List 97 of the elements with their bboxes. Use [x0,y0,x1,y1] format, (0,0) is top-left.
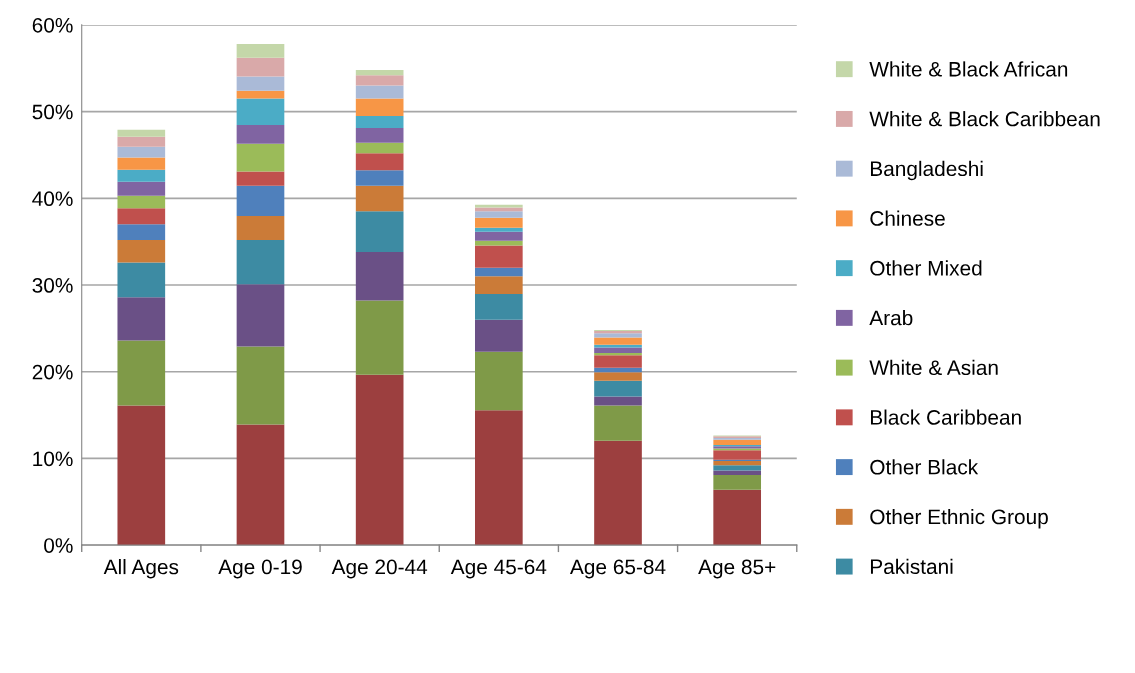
bar [355,374,404,546]
y-tick-label: 10% [33,451,73,467]
bar [475,319,523,352]
bar [236,284,285,347]
bar [355,211,404,253]
legend-label: Bangladeshi [870,160,983,181]
bar [475,217,523,228]
bar [594,396,642,406]
bar [355,115,404,129]
bar [355,75,404,86]
legend-label: Other Black [870,459,979,475]
bar [236,125,285,144]
bar [117,146,166,158]
x-tick-label: All Ages [103,559,179,579]
bar [117,262,166,298]
bar [475,207,523,212]
bar [117,129,166,137]
x-tick-label: Age 65-84 [569,559,666,579]
legend-label: Chinese [870,210,945,226]
legend-label: Other Mixed [870,260,982,276]
legend-label: Black Caribbean [870,409,1021,425]
bar [475,267,523,277]
y-tick-label: 40% [32,191,73,207]
bar [236,424,285,546]
bar [713,450,762,460]
legend-label: Pakistani [870,558,953,575]
bar [475,211,523,218]
bar [594,380,642,397]
bar [117,169,166,182]
bar [594,347,642,354]
x-tick-label: Age 85+ [698,559,776,579]
bar [594,367,642,373]
bar [594,333,642,338]
bar [475,240,523,246]
bar [236,90,285,99]
bar [355,185,404,212]
bar [236,216,285,240]
bar [236,76,285,91]
bar [117,239,166,263]
bar [117,195,166,209]
bar [355,69,404,76]
bar [117,297,166,341]
y-tick-label: 60% [32,17,73,33]
bar [355,85,404,99]
bar [713,489,762,546]
bar [117,405,166,546]
bar [713,474,762,490]
bar [475,245,523,268]
bar [355,252,404,301]
bar [117,136,166,147]
bar [236,171,285,186]
bar [355,170,404,186]
bar [475,227,523,232]
bar [475,276,523,295]
bar [117,340,166,406]
bar [594,355,642,368]
legend-label: White & Asian [869,359,998,376]
bar [594,353,642,356]
bar [713,439,762,445]
bar [236,43,285,58]
x-tick-label: Age 45-64 [450,559,547,579]
bar [594,405,642,441]
x-tick-label: Age 20-44 [331,559,428,579]
bar [117,157,166,170]
legend-label: White & Black African [869,61,1068,77]
bar [713,461,762,466]
bar [475,231,523,241]
bar [713,470,762,475]
bar [355,300,404,375]
bar [475,410,523,546]
x-tick-label: Age 0-19 [218,559,302,579]
bar [236,143,285,172]
bar [117,224,166,240]
bar [117,181,166,196]
bar [355,98,404,116]
bar [594,372,642,381]
legend-label: Other Ethnic Group [870,508,1048,529]
bar [355,128,404,143]
y-tick-label: 20% [32,364,73,380]
bar [355,153,404,171]
bar [475,351,523,411]
bar [355,142,404,154]
bar [236,185,285,217]
y-tick-label: 0% [44,538,73,553]
y-tick-label: 50% [32,104,73,120]
y-tick-label: 30% [32,278,73,293]
bar [594,337,642,345]
bar [236,98,285,126]
bar [236,346,285,425]
legend-label: Arab [869,310,913,326]
bar [236,57,285,77]
legend-label: White & Black Caribbean [869,111,1100,127]
bar [236,239,285,285]
bar [117,208,166,225]
bar [594,440,642,546]
bar [475,294,523,320]
bar [713,465,762,471]
